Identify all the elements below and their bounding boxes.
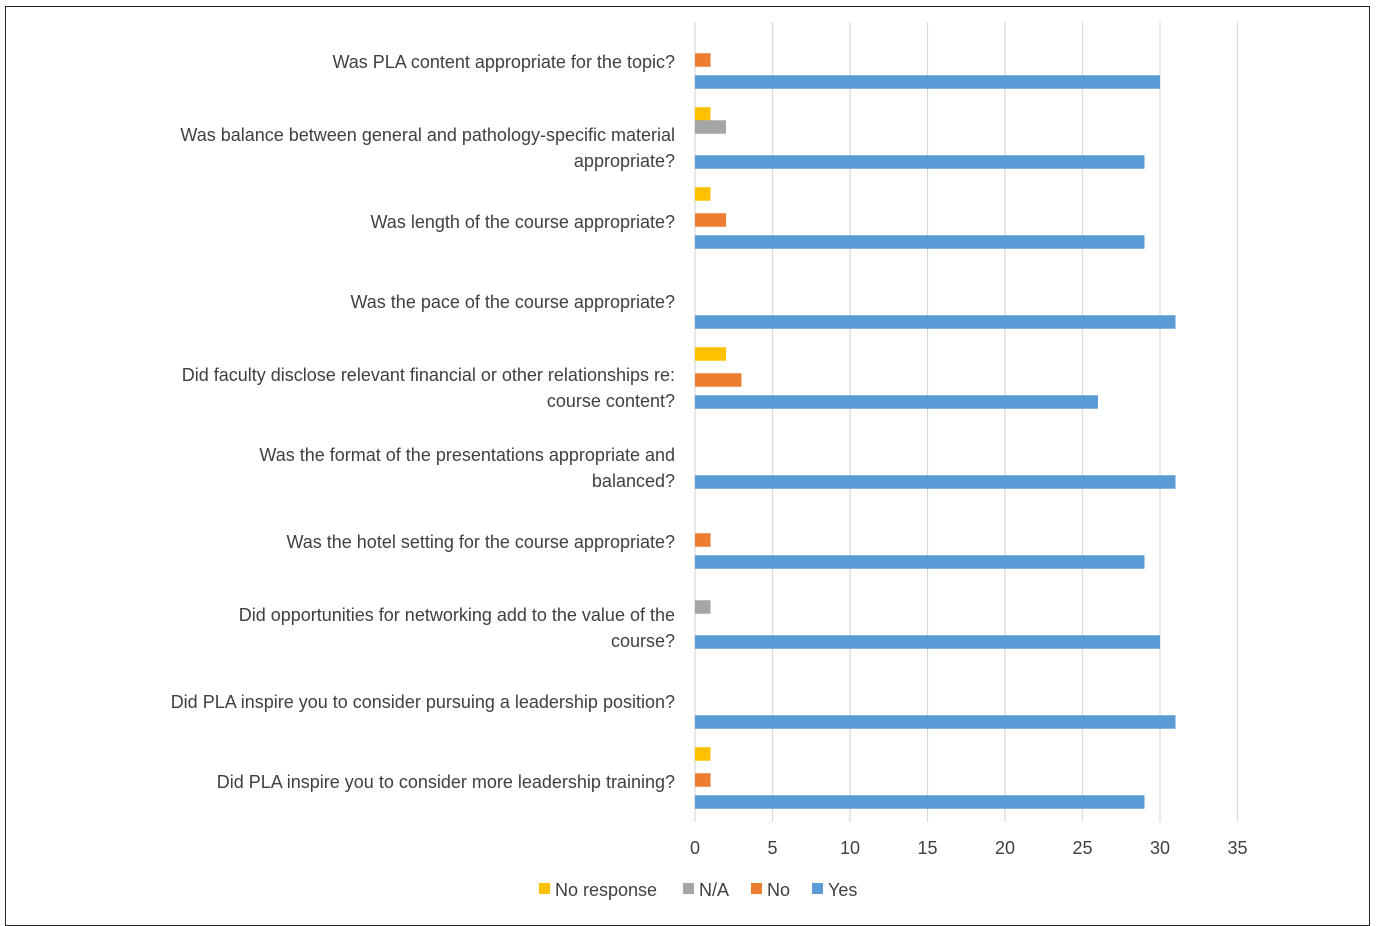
x-tick-label-25: 25 <box>1072 838 1092 858</box>
bar-n-a-8 <box>695 600 711 614</box>
bar-yes-4 <box>695 315 1176 329</box>
legend-label: N/A <box>699 880 729 900</box>
bar-yes-5 <box>695 395 1098 409</box>
bar-no-response-3 <box>695 187 711 201</box>
category-label-6: Was the format of the presentations appr… <box>259 445 675 491</box>
bar-no-response-10 <box>695 747 711 761</box>
category-label-9: Did PLA inspire you to consider pursuing… <box>171 692 675 712</box>
bar-yes-7 <box>695 555 1145 569</box>
gridlines <box>694 22 1239 822</box>
bar-no-7 <box>695 533 711 547</box>
bar-yes-8 <box>695 635 1160 649</box>
bar-yes-10 <box>695 795 1145 809</box>
legend-swatch <box>812 883 823 894</box>
bar-no-10 <box>695 773 711 787</box>
x-tick-label-0: 0 <box>690 838 700 858</box>
category-label-2: Was balance between general and patholog… <box>180 125 675 171</box>
legend-label: No response <box>555 880 657 900</box>
category-label-7: Was the hotel setting for the course app… <box>286 532 675 552</box>
category-label-4: Was the pace of the course appropriate? <box>350 292 675 312</box>
legend-item-no-response: No response <box>539 880 657 900</box>
x-tick-label-20: 20 <box>995 838 1015 858</box>
bar-no-response-5 <box>695 347 726 361</box>
legend-label: Yes <box>828 880 857 900</box>
bar-yes-2 <box>695 155 1145 169</box>
legend-swatch <box>683 883 694 894</box>
bar-yes-3 <box>695 235 1145 249</box>
legend-item-yes: Yes <box>812 880 857 900</box>
category-label-3: Was length of the course appropriate? <box>370 212 675 232</box>
legend-swatch <box>539 883 550 894</box>
legend-swatch <box>751 883 762 894</box>
category-label-1: Was PLA content appropriate for the topi… <box>332 52 675 72</box>
legend-item-n-a: N/A <box>683 880 729 900</box>
x-tick-label-5: 5 <box>767 838 777 858</box>
bar-yes-1 <box>695 75 1160 89</box>
x-tick-label-30: 30 <box>1150 838 1170 858</box>
bar-no-5 <box>695 373 742 387</box>
x-tick-label-15: 15 <box>917 838 937 858</box>
legend: No response N/A No Yes <box>539 880 857 900</box>
x-tick-label-35: 35 <box>1227 838 1247 858</box>
x-tick-labels: 0 5 10 15 20 25 30 35 <box>690 838 1248 858</box>
bar-yes-6 <box>695 475 1176 489</box>
bar-no-response-2 <box>695 107 711 121</box>
bars <box>695 53 1176 809</box>
bar-no-1 <box>695 53 711 67</box>
bar-yes-9 <box>695 715 1176 729</box>
legend-label: No <box>767 880 790 900</box>
category-labels: Was PLA content appropriate for the topi… <box>171 52 675 792</box>
category-label-8: Did opportunities for networking add to … <box>239 605 675 651</box>
category-label-10: Did PLA inspire you to consider more lea… <box>217 772 675 792</box>
bar-n-a-2 <box>695 120 726 134</box>
legend-item-no: No <box>751 880 790 900</box>
category-label-5: Did faculty disclose relevant financial … <box>182 365 675 411</box>
x-tick-label-10: 10 <box>840 838 860 858</box>
bar-no-3 <box>695 213 726 227</box>
